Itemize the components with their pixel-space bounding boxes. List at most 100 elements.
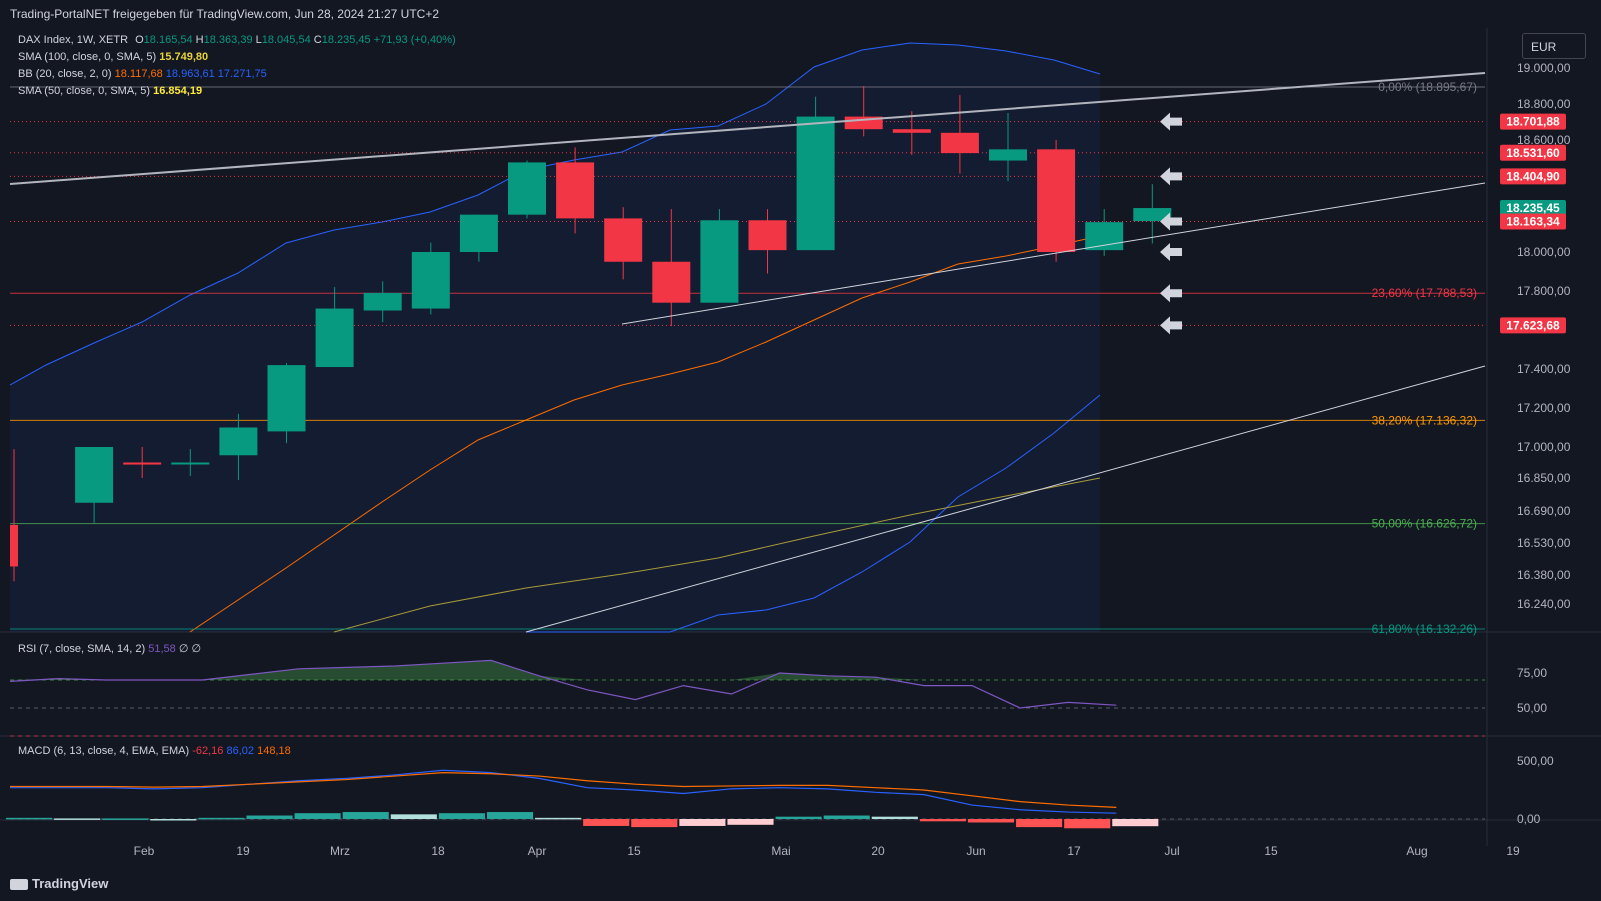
arrow-left-icon [1160,316,1182,335]
candle-body [10,525,18,567]
price-label-box [1500,113,1566,130]
arrow-left-icon [1160,284,1182,303]
time-tick: Mrz [330,844,350,858]
macd-tick: 0,00 [1517,812,1541,826]
time-tick: Feb [134,844,155,858]
price-tick: 17.800,00 [1517,284,1571,298]
macd-histogram-bar [198,817,245,820]
macd-histogram-bar [583,819,630,826]
time-tick: 15 [1264,844,1278,858]
macd-tick: 500,00 [1517,754,1554,768]
fib-label: 61,80% (16.132,26) [1372,622,1477,636]
macd-title: MACD (6, 13, close, 4, EMA, EMA) [18,745,190,757]
legend-ohlc: DAX Index, 1W, XETR O18.165,54 H18.363,3… [18,34,456,46]
candle-body [171,462,210,465]
fib-label: 23,60% (17.788,53) [1372,286,1477,300]
price-tick: 17.200,00 [1517,401,1571,415]
legend-l: 18.045,54 [261,34,311,46]
macd-histogram-bar [294,813,341,819]
candle-body [700,220,739,303]
macd-histogram-bar [1112,819,1159,827]
price-label: 18.531,60 [1506,146,1560,160]
sma50-line [333,477,1101,633]
time-tick: Apr [528,844,547,858]
price-tick: 18.600,00 [1517,133,1571,147]
macd-histogram-bar [438,813,485,819]
candle-body [123,462,162,465]
candle-body [892,129,931,133]
tradingview-logo[interactable]: TradingView [10,876,108,891]
price-label-box [1500,213,1566,230]
trendlines [9,72,1486,633]
arrow-left-icon [1160,167,1182,186]
price-tick: 16.850,00 [1517,471,1571,485]
time-tick: 17 [1067,844,1081,858]
macd-histogram-bar [150,819,197,821]
candle-body [1037,149,1076,252]
macd-histogram-bar [535,817,582,820]
candle-body [411,252,450,309]
legend-h: 18.363,39 [203,34,253,46]
publisher-header: Trading-PortalNET freigegeben für Tradin… [0,0,1601,28]
price-label: 18.235,45 [1506,201,1560,215]
rsi-overbought-fill [10,660,1117,680]
candle-body [219,427,258,456]
arrows [1160,112,1182,335]
legend-l-label: L [255,34,262,46]
legend-bb-basis: 18.117,68 [114,68,163,80]
macd-histogram-bar [1064,819,1111,829]
price-label: 18.404,90 [1506,169,1560,183]
rsi-pane: 75,00 50,00 [9,659,1547,737]
macd-histogram-bar [967,819,1015,823]
macd-hist-value: 148,18 [257,745,291,757]
legend-sma100-value: 15.749,80 [159,51,209,63]
macd-value: -62,16 [192,745,224,757]
macd-line [10,769,1117,814]
candle-body [75,447,114,503]
legend-sma50-value: 16.854,19 [153,85,203,97]
bollinger-bands [9,42,1101,633]
price-tick: 16.240,00 [1517,597,1571,611]
macd-histogram-bar [919,819,966,822]
tradingview-icon [10,879,28,891]
chart-canvas[interactable]: 0,00% (18.895,67) 23,60% (17.788,53) 38,20… [0,28,1601,868]
legend-o: 18.165,54 [143,34,193,46]
legend-bb: BB (20, close, 2, 0) 18.117,68 18.963,61… [18,68,267,80]
currency-selector[interactable]: EUR [1522,33,1586,59]
chart-frame[interactable]: 0,00% (18.895,67) 23,60% (17.788,53) 38,20… [0,28,1601,868]
macd-histogram-bar [342,812,389,819]
publisher-text: Trading-PortalNET freigegeben für Tradin… [10,7,440,21]
fib-label: 38,20% (17.136,32) [1372,413,1477,427]
candle-body [652,261,691,303]
fib-label: 0,00% (18.895,67) [1378,80,1477,94]
legend-c: 18.235,45 [321,34,371,46]
indicator-lines [333,477,1101,633]
macd-histogram-bar [1016,819,1063,828]
rsi-title: RSI (7, close, SMA, 14, 2) [18,643,146,655]
macd-histogram-bar [102,818,149,820]
price-tick: 16.380,00 [1517,568,1571,582]
time-tick: Jul [1164,844,1179,858]
macd-signal-line [10,771,1117,808]
long-trendline [525,365,1486,633]
price-tick: 16.530,00 [1517,536,1571,550]
arrow-left-icon [1160,112,1182,131]
candle-body [796,116,835,251]
macd-signal-value: 86,02 [226,745,255,757]
price-label: 17.623,68 [1506,318,1560,332]
time-tick: 18 [431,844,445,858]
rsi-tick: 75,00 [1517,666,1547,680]
candle-body [315,308,354,368]
macd-histogram-bar [390,814,437,819]
time-tick: Mai [771,844,790,858]
rsi-extra: ∅ ∅ [178,643,202,655]
fib-levels: 0,00% (18.895,67) 23,60% (17.788,53) 38,20… [10,80,1485,636]
price-label-box [1500,144,1566,161]
candle-body [508,162,546,215]
price-tick: 17.400,00 [1517,362,1571,376]
macd-histogram-bar [823,815,870,819]
axes: 19.000,00 18.800,00 18.600,00 18.000,00 17.8… [134,61,1571,858]
price-tick: 18.000,00 [1517,245,1571,259]
bb-lower-line [526,394,1101,633]
price-tick: 16.690,00 [1517,504,1571,518]
